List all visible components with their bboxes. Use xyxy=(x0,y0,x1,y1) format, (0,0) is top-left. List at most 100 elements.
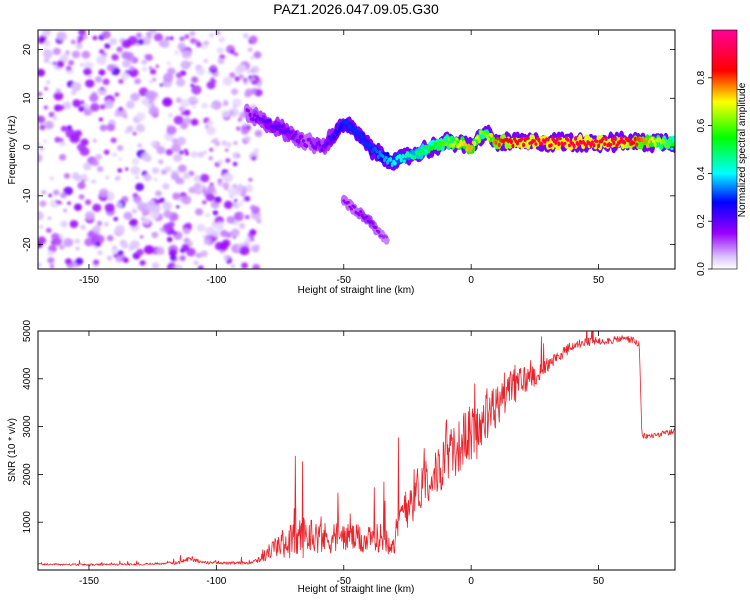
noise-blob xyxy=(148,66,153,70)
noise-blob xyxy=(84,211,95,221)
noise-blob xyxy=(63,186,73,196)
noise-blob xyxy=(83,162,92,171)
ridge-cell xyxy=(642,139,646,144)
noise-blob xyxy=(238,222,246,229)
noise-blob xyxy=(178,106,185,112)
ridge-cell xyxy=(353,205,356,209)
ridge-cell xyxy=(314,144,318,150)
noise-blob xyxy=(149,68,157,75)
ridge-cell xyxy=(467,143,471,149)
noise-blob xyxy=(150,203,161,214)
noise-blob xyxy=(95,241,101,247)
colorbar-tick-label: 0.6 xyxy=(696,118,707,132)
y-tick-label: 0 xyxy=(22,144,33,150)
noise-blob xyxy=(197,265,204,269)
noise-blob xyxy=(38,211,44,221)
noise-blob xyxy=(109,37,118,46)
noise-blob xyxy=(245,185,254,193)
noise-blob xyxy=(71,172,80,180)
noise-blob xyxy=(203,59,208,63)
noise-blob xyxy=(135,123,145,133)
noise-blob xyxy=(69,134,80,144)
noise-blob xyxy=(249,229,257,236)
noise-blob xyxy=(204,124,209,129)
ridge-cell xyxy=(665,143,669,148)
noise-blob xyxy=(254,129,263,138)
noise-blob xyxy=(60,125,68,132)
ridge-cell xyxy=(374,226,378,230)
ridge-cell xyxy=(401,154,405,159)
noise-blob xyxy=(44,86,49,91)
noise-blob xyxy=(106,123,116,132)
noise-blob xyxy=(237,185,244,192)
spectrogram-x-ticks: -150 -100 -50 0 50 xyxy=(79,30,605,286)
noise-blob xyxy=(217,57,225,65)
noise-blob xyxy=(137,38,145,46)
ridge-cell xyxy=(668,138,672,142)
noise-blob xyxy=(52,47,61,56)
noise-blob xyxy=(155,64,159,68)
noise-blob xyxy=(60,192,67,199)
noise-blob xyxy=(71,83,79,89)
ridge-cell xyxy=(268,119,272,123)
spectrogram-ridge xyxy=(243,103,675,245)
noise-blob xyxy=(43,57,50,64)
noise-blob xyxy=(39,124,46,131)
noise-blob xyxy=(166,61,172,66)
noise-blob xyxy=(184,34,190,39)
noise-blob xyxy=(55,88,62,94)
noise-blob xyxy=(98,117,104,122)
ridge-cell xyxy=(369,142,373,147)
noise-blob xyxy=(49,176,54,181)
noise-blob xyxy=(237,201,244,207)
ridge-cell xyxy=(326,141,330,145)
noise-blob xyxy=(206,185,216,194)
noise-blob xyxy=(96,55,107,65)
snr-series-line xyxy=(38,331,675,567)
noise-blob xyxy=(156,247,165,256)
noise-blob xyxy=(68,60,75,66)
noise-blob xyxy=(141,98,150,106)
noise-blob xyxy=(176,205,180,209)
ridge-cell xyxy=(329,136,333,142)
x-tick-label: 0 xyxy=(468,576,474,587)
noise-blob xyxy=(227,187,238,197)
noise-blob xyxy=(39,147,44,151)
noise-blob xyxy=(177,42,186,51)
noise-blob xyxy=(134,78,142,85)
ridge-cell xyxy=(516,140,519,146)
noise-blob xyxy=(222,172,234,183)
ridge-cell xyxy=(572,143,576,149)
noise-blob xyxy=(196,42,203,48)
noise-blob xyxy=(185,151,190,156)
noise-blob xyxy=(98,49,105,55)
noise-blob xyxy=(135,183,145,191)
noise-blob xyxy=(131,208,136,213)
noise-blob xyxy=(244,136,251,142)
noise-blob xyxy=(148,106,159,116)
ridge-cell xyxy=(276,126,279,131)
noise-blob xyxy=(159,227,165,232)
noise-blob xyxy=(39,225,44,229)
ridge-cell xyxy=(497,142,501,148)
colorbar-tick-label: 0.2 xyxy=(696,214,707,228)
ridge-cell xyxy=(604,136,608,142)
ridge-cell xyxy=(592,143,596,148)
noise-blob xyxy=(96,166,104,173)
ridge-cell xyxy=(435,142,438,147)
noise-blob xyxy=(251,80,257,85)
noise-blob xyxy=(58,244,65,250)
snr-panel: -150 -100 -50 0 50 1000 2000 3000 4000 5000 Heig… xyxy=(7,319,676,595)
noise-blob xyxy=(134,175,140,180)
noise-blob xyxy=(152,77,157,82)
noise-blob xyxy=(202,234,207,239)
noise-blob xyxy=(55,200,60,204)
noise-blob xyxy=(214,196,222,204)
ridge-cell xyxy=(511,143,515,148)
noise-blob xyxy=(38,154,43,163)
noise-blob xyxy=(159,83,164,87)
x-tick-label: -150 xyxy=(79,576,99,587)
noise-blob xyxy=(195,208,204,216)
noise-blob xyxy=(117,51,122,55)
noise-blob xyxy=(231,264,235,268)
